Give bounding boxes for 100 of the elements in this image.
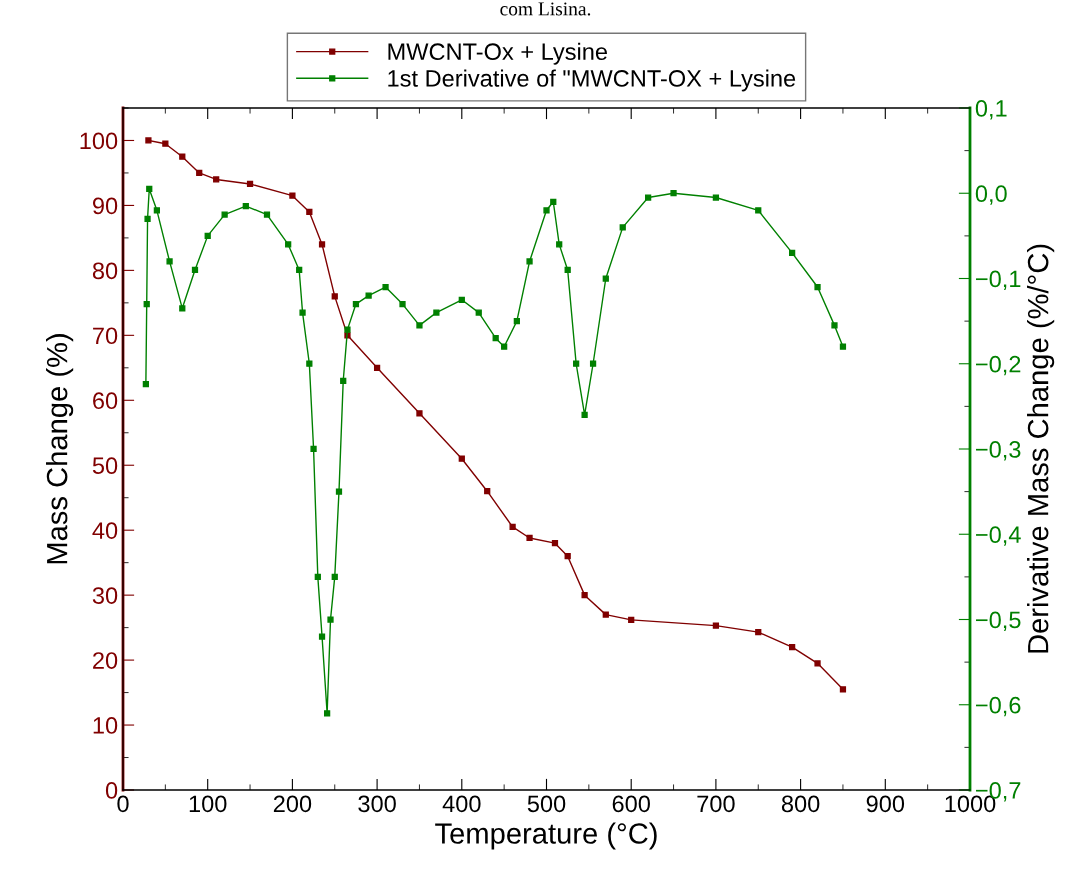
- y2-tick-label: −0,2: [976, 355, 1021, 376]
- y-tick-label: 60: [93, 392, 118, 410]
- point: [289, 192, 296, 199]
- point: [492, 335, 499, 342]
- y2-tick-label: −0,4: [976, 526, 1021, 546]
- y2-tick-label: −0,5: [976, 611, 1021, 632]
- point: [602, 611, 609, 618]
- y2-axis-title: Derivative Mass Change (%/°C): [1027, 244, 1055, 653]
- point: [196, 169, 203, 177]
- point: [551, 540, 559, 547]
- point: [314, 573, 321, 581]
- point: [581, 592, 588, 599]
- point: [789, 643, 796, 651]
- point: [365, 292, 372, 299]
- y2-tick-label: −0,6: [976, 696, 1021, 717]
- point: [153, 207, 161, 214]
- point: [213, 176, 220, 183]
- y2-tick-label: 0,0: [975, 185, 1007, 205]
- point: [399, 300, 406, 308]
- y-tick-label: 90: [92, 197, 118, 215]
- y-tick-label: 40: [92, 522, 118, 539]
- y-tick-label: 70: [93, 327, 118, 345]
- point: [564, 553, 571, 560]
- legend-label: 1st Derivative of "MWCNT-OX + Lysine: [388, 69, 796, 92]
- point: [670, 190, 677, 197]
- point: [242, 202, 249, 210]
- point: [550, 198, 557, 205]
- point: [296, 266, 303, 274]
- y2-tick-label: −0,1: [976, 270, 1021, 291]
- point: [299, 309, 306, 316]
- point: [327, 616, 334, 623]
- point: [143, 300, 150, 308]
- point: [526, 534, 533, 542]
- point: [458, 296, 465, 303]
- point: [526, 258, 533, 265]
- point: [335, 488, 343, 495]
- x-tick-label: 500: [527, 795, 566, 813]
- point: [628, 616, 635, 623]
- point: [318, 241, 326, 248]
- x-axis-title: Temperature (°C): [435, 822, 657, 850]
- point: [416, 322, 423, 329]
- x-tick-label: 800: [781, 795, 820, 813]
- point: [246, 180, 254, 188]
- point: [589, 360, 597, 367]
- y-tick-label: 100: [80, 132, 118, 150]
- point: [543, 207, 550, 214]
- point: [324, 710, 331, 717]
- point: [501, 343, 508, 350]
- point: [352, 300, 360, 308]
- point: [145, 137, 152, 144]
- point: [285, 241, 292, 248]
- x-tick-label: 400: [442, 795, 481, 813]
- point: [162, 140, 169, 147]
- point: [142, 381, 149, 388]
- point: [513, 317, 520, 325]
- y-tick-label: 30: [92, 587, 118, 604]
- x-tick-label: 600: [612, 795, 650, 813]
- point: [602, 275, 609, 282]
- point: [755, 629, 762, 636]
- point: [814, 283, 821, 291]
- point: [712, 622, 720, 629]
- x-tick-label: 900: [866, 795, 905, 813]
- point: [263, 211, 271, 218]
- y2-tick-label: −0,3: [976, 441, 1021, 461]
- point: [789, 249, 796, 257]
- point: [179, 305, 186, 312]
- x-tick-label: 200: [273, 795, 312, 813]
- point: [331, 293, 338, 300]
- point: [831, 322, 838, 329]
- point: [306, 208, 313, 216]
- point: [458, 455, 465, 462]
- point: [712, 194, 720, 201]
- point: [373, 364, 381, 371]
- point: [310, 445, 317, 453]
- point: [146, 185, 153, 193]
- point: [755, 207, 762, 214]
- point: [191, 266, 199, 274]
- point: [484, 488, 491, 495]
- point: [331, 573, 338, 581]
- y-tick-label: 50: [92, 457, 118, 475]
- x-tick-label: 300: [358, 795, 396, 813]
- point: [318, 633, 326, 640]
- point: [839, 343, 847, 350]
- point: [416, 410, 423, 417]
- point: [179, 153, 186, 160]
- point: [814, 660, 821, 667]
- point: [573, 360, 580, 367]
- point: [581, 411, 588, 419]
- point: [509, 523, 516, 531]
- point: [839, 686, 847, 693]
- point: [433, 309, 440, 316]
- point: [221, 211, 228, 218]
- legend-label: MWCNT-Ox + Lysine: [388, 42, 607, 65]
- point: [619, 224, 626, 231]
- y2-tick-label: 0,1: [975, 100, 1007, 120]
- point: [166, 258, 173, 265]
- point: [306, 360, 313, 367]
- x-tick-label: 0: [117, 795, 129, 813]
- point: [144, 215, 151, 222]
- y-tick-label: 10: [93, 717, 118, 734]
